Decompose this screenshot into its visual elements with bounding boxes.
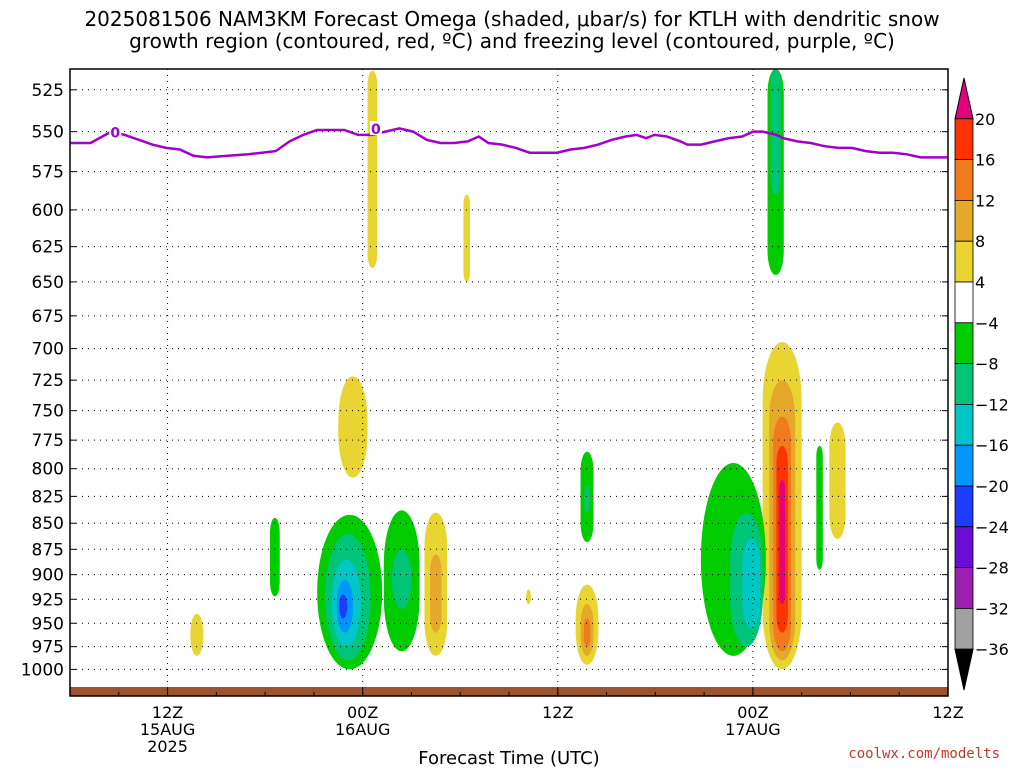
y-tick-label: 575 (32, 163, 64, 183)
chart-title: 2025081506 NAM3KM Forecast Omega (shaded… (0, 8, 1024, 52)
omega-area-17 (770, 69, 781, 195)
omega-area-18 (269, 517, 280, 597)
colorbar-segment (954, 118, 974, 161)
freezing-label-bg (109, 124, 122, 139)
colorbar-label: 16 (975, 151, 995, 170)
y-tick-label: 875 (32, 540, 64, 560)
colorbar-label: −20 (975, 477, 1009, 496)
omega-area-1 (463, 194, 470, 282)
colorbar-segment (954, 485, 974, 528)
omega-area-23 (339, 594, 348, 619)
omega-area-2 (338, 376, 368, 478)
y-tick-label: 950 (32, 614, 64, 634)
colorbar-segment (954, 608, 974, 650)
x-tick-label: 2025 (147, 737, 188, 756)
colorbar-label: 20 (975, 110, 995, 129)
y-tick-label: 900 (32, 566, 64, 586)
colorbar-label: −28 (975, 559, 1009, 578)
colorbar-segment (954, 363, 974, 405)
colorbar-label: 12 (975, 191, 995, 210)
freezing-label-bg (369, 121, 382, 136)
y-tick-label: 750 (32, 402, 64, 422)
y-tick-label: 925 (32, 590, 64, 610)
y-tick-label: 825 (32, 487, 64, 507)
colorbar-label: −16 (975, 436, 1009, 455)
y-tick-label: 525 (32, 81, 64, 101)
y-tick-label: 1000 (21, 660, 64, 680)
colorbar-segment (954, 240, 974, 283)
omega-area-9 (526, 589, 531, 605)
terrain-layer (70, 687, 948, 696)
omega-area-15 (779, 479, 786, 605)
colorbar-label: −32 (975, 599, 1009, 618)
colorbar-segment (954, 567, 974, 609)
colorbar-label: −24 (975, 518, 1009, 537)
watermark: coolwx.com/modelts (848, 746, 1000, 762)
colorbar-segment (954, 199, 974, 242)
terrain-band (70, 687, 948, 696)
colorbar-label: −8 (975, 355, 999, 374)
omega-area-31 (816, 445, 823, 570)
colorbar-label: −4 (975, 314, 999, 333)
x-tick-label: 12Z (152, 703, 183, 722)
y-tick-label: 550 (32, 123, 64, 143)
y-tick-label: 850 (32, 514, 64, 534)
y-tick-label: 625 (32, 238, 64, 258)
omega-area-5 (430, 554, 442, 633)
colorbar-segment (954, 159, 974, 201)
colorbar-label: −12 (975, 395, 1009, 414)
colorbar-segment (954, 403, 974, 446)
freezing-level-line (70, 127, 948, 159)
x-tick-label: 00Z (737, 703, 768, 722)
y-tick-label: 975 (32, 638, 64, 658)
freezing-level-label: 0 (371, 122, 381, 138)
y-tick-label: 800 (32, 460, 64, 480)
y-tick-label: 775 (32, 431, 64, 451)
colorbar-segment (954, 322, 974, 364)
x-tick-label: 12Z (542, 703, 573, 722)
colorbar-segment (954, 77, 974, 120)
y-tick-label: 600 (32, 201, 64, 221)
colorbar: 20 16 12 8 4 −4 −8 −12 −16 −20 −24 −28 −32 −36 (954, 77, 1009, 691)
omega-area-25 (391, 549, 412, 609)
colorbar-label: −36 (975, 640, 1009, 659)
freezing-level-label: 0 (110, 125, 120, 141)
title-line-1: 2025081506 NAM3KM Forecast Omega (shaded… (84, 7, 940, 31)
omega-area-30 (742, 538, 761, 628)
colorbar-segment (954, 526, 974, 568)
omega-area-27 (584, 485, 590, 513)
colorbar-label: 8 (975, 232, 985, 251)
x-tick-label: 15AUG (140, 720, 195, 739)
y-tick-label: 700 (32, 340, 64, 360)
x-tick-label: 00Z (347, 703, 378, 722)
grid-layer (70, 69, 949, 696)
colorbar-label: 4 (975, 273, 985, 292)
y-tick-label: 650 (32, 273, 64, 293)
plot-frame (69, 68, 949, 697)
y-tick-label: 675 (32, 307, 64, 327)
x-tick-label: 17AUG (725, 720, 780, 739)
colorbar-segment (954, 281, 974, 324)
x-tick-label: 16AUG (335, 720, 390, 739)
omega-areas (190, 69, 846, 670)
omega-area-3 (190, 613, 204, 656)
y-tick-label: 725 (32, 371, 64, 391)
omega-area-8 (583, 618, 591, 647)
omega-area-0 (367, 70, 378, 268)
x-axis-label: Forecast Time (UTC) (418, 748, 599, 768)
title-line-2: growth region (contoured, red, ºC) and f… (129, 29, 895, 53)
y-axis: 525 550 575 600 625 650 675 700 725 750 775 800 825 8… (21, 81, 948, 680)
omega-area-10 (829, 422, 846, 539)
x-tick-label: 12Z (932, 703, 963, 722)
colorbar-segment (954, 444, 974, 487)
colorbar-segment (954, 648, 974, 691)
